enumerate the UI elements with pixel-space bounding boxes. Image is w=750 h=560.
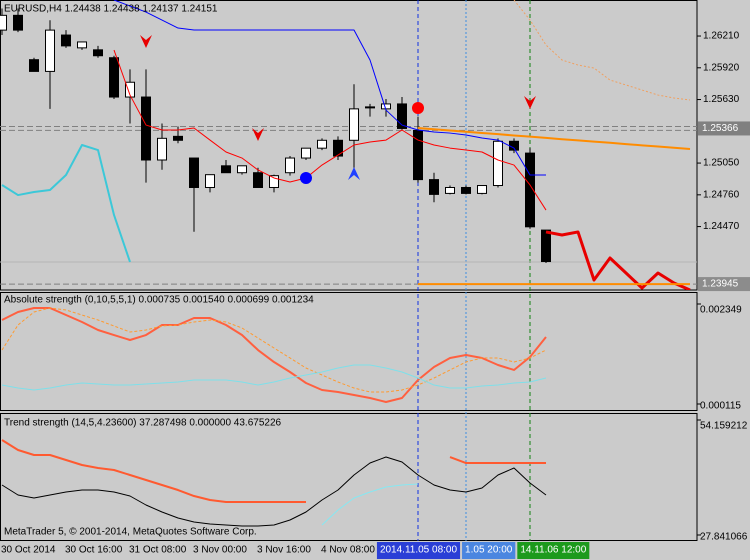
signal-arrow-down <box>524 96 536 110</box>
candle-body <box>141 96 151 161</box>
y-tick-label: 1.24470 <box>703 221 740 232</box>
x-tick-label: 30 Oct 16:00 <box>65 545 123 556</box>
y-tick-label: 1.26210 <box>703 31 740 42</box>
candle-body <box>349 108 359 141</box>
copyright: MetaTrader 5, © 2001-2014, MetaQuotes So… <box>4 527 257 538</box>
candle-body <box>93 49 103 57</box>
indicator-line <box>1 307 547 393</box>
y-tick-label: 1.24760 <box>703 189 740 200</box>
signal-dot <box>412 101 424 114</box>
y-tick-label: 0.000115 <box>700 401 741 412</box>
candle-body <box>173 135 183 141</box>
candle-body <box>45 29 55 72</box>
y-tick-label: 27.841066 <box>700 532 748 543</box>
axes: 1.26210 1.25920 1.25630 1.25050 1.24760 1.244… <box>1 31 750 559</box>
candle-body <box>445 186 455 194</box>
indicator-panel-frame <box>0 292 698 411</box>
indicator-line <box>321 483 419 526</box>
absolute-strength-panel <box>1 306 547 403</box>
candle-body <box>29 59 39 72</box>
candle-body <box>541 229 551 263</box>
signal-dot <box>300 171 312 184</box>
candle-body <box>525 152 535 228</box>
y-tick-label: 1.25630 <box>703 94 740 105</box>
price-label-bg <box>698 121 750 136</box>
candle-body <box>493 140 503 187</box>
indicator-panel-frame <box>0 413 698 541</box>
candle-body <box>237 165 247 174</box>
candle-body <box>0 14 7 31</box>
candle-body <box>317 139 327 149</box>
price-label: 1.23945 <box>702 279 739 290</box>
x-tick-label: 30 Oct 2014 <box>1 545 56 556</box>
time-marker-label: 14.11.06 12:00 <box>520 545 586 556</box>
x-tick-label: 3 Nov 16:00 <box>257 545 311 556</box>
signal-arrow-up <box>348 167 360 181</box>
trend-strength-panel <box>1 439 547 527</box>
time-markers <box>417 0 531 541</box>
candle-body <box>461 186 471 194</box>
time-marker-label-bg <box>462 542 516 559</box>
candle-body <box>285 157 295 174</box>
candle-body <box>77 41 87 49</box>
candle-body <box>221 165 231 174</box>
price-label: 1.25366 <box>702 123 739 134</box>
time-marker-label-bg <box>376 542 461 559</box>
candle-body <box>477 185 487 194</box>
indicator-line <box>1 306 547 403</box>
candle-body <box>301 147 311 159</box>
signal-arrow-down <box>252 128 264 142</box>
y-tick-label: 1.25050 <box>703 158 740 169</box>
candle-body <box>333 139 343 157</box>
candle-body <box>365 106 375 109</box>
candle-body <box>253 172 263 188</box>
candle-body <box>397 103 407 129</box>
y-tick-label: 54.159212 <box>700 421 748 432</box>
candle-body <box>109 57 119 98</box>
indicator-line <box>545 230 691 290</box>
price-label-bg <box>698 277 750 292</box>
candle-body <box>381 103 391 110</box>
signal-arrow-down <box>140 35 152 49</box>
candle-body <box>189 157 199 188</box>
candle-body <box>157 137 167 161</box>
time-marker-label: 2014.11.05 08:00 <box>380 545 458 556</box>
indicator-line <box>1 439 546 504</box>
candle-body <box>429 179 439 195</box>
indicator-line <box>1 144 131 263</box>
indicator-title: Absolute strength (0,10,5,5,1) 0.000735 … <box>4 295 314 306</box>
price-panel <box>0 0 697 290</box>
price-panel-frame <box>0 0 698 291</box>
time-marker-label-bg <box>517 542 590 559</box>
x-tick-label: 4 Nov 08:00 <box>321 545 375 556</box>
indicator-title: Trend strength (14,5,4.23600) 37.287498 … <box>4 418 282 429</box>
y-tick-label: 1.25920 <box>703 62 740 73</box>
chart-title: EURUSD,H4 1.24438 1.24438 1.24137 1.2415… <box>4 4 218 15</box>
indicator-line <box>113 49 547 211</box>
indicator-line <box>113 0 546 176</box>
time-marker-label: 1.05 20:00 <box>465 545 513 556</box>
indicator-line <box>513 0 691 101</box>
x-tick-label: 31 Oct 08:00 <box>129 545 187 556</box>
y-tick-label: 0.002349 <box>700 305 742 316</box>
indicator-line <box>1 456 547 527</box>
candle-body <box>269 175 279 188</box>
indicator-line <box>417 127 691 151</box>
candle-body <box>125 81 135 98</box>
candle-body <box>205 174 215 188</box>
candle-body <box>61 34 71 47</box>
indicator-line <box>1 364 547 391</box>
candle-body <box>13 14 23 31</box>
x-tick-label: 3 Nov 00:00 <box>193 545 247 556</box>
